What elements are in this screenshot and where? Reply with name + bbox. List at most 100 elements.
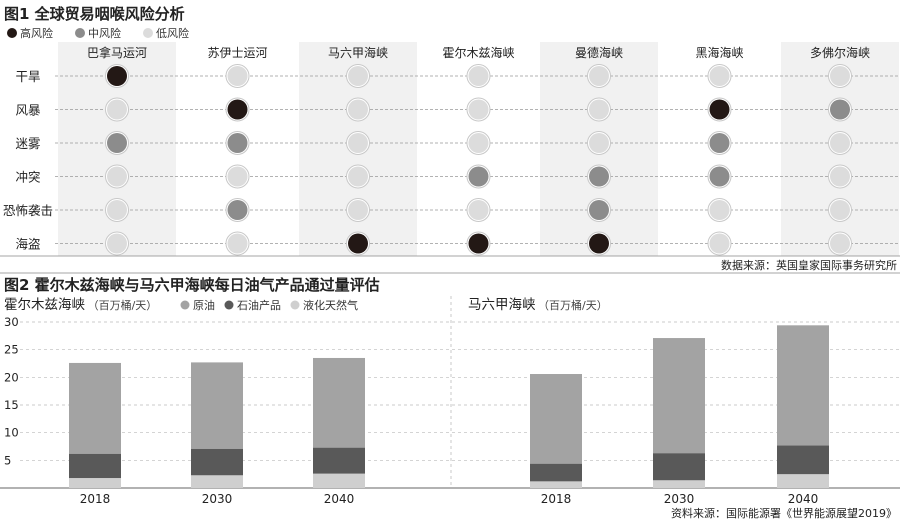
risk-dot-low (348, 133, 368, 153)
bar-segment (777, 474, 829, 488)
risk-dot-high (589, 233, 609, 254)
risk-dot-medium (589, 200, 609, 220)
bar-segment (69, 478, 121, 488)
legend-swatch-low (143, 28, 153, 38)
risk-dot-low (709, 200, 730, 220)
x-tick-label: 2018 (80, 492, 111, 506)
legend-swatch-high (7, 28, 17, 38)
risk-dot-low (709, 66, 730, 86)
bar-segment (191, 475, 243, 488)
legend-label-high: 高风险 (20, 26, 53, 40)
row-label: 风暴 (15, 103, 41, 118)
legend-label-medium: 中风险 (88, 26, 121, 40)
risk-dot-medium (227, 133, 248, 153)
risk-dot-medium (227, 200, 248, 220)
risk-dot-low (107, 99, 127, 120)
legend-swatch-series (224, 300, 234, 310)
column-header: 曼德海峡 (575, 45, 623, 60)
x-tick-label: 2018 (541, 492, 572, 506)
bar-segment (653, 338, 705, 454)
risk-dot-low (830, 66, 850, 86)
panel-title: 马六甲海峡 (468, 297, 536, 313)
bar-segment (777, 325, 829, 446)
x-tick-label: 2030 (664, 492, 695, 506)
column-header: 巴拿马运河 (87, 45, 147, 60)
panel-unit: （百万桶/天） (538, 298, 608, 312)
y-tick-label: 20 (4, 370, 19, 384)
risk-dot-low (227, 166, 248, 187)
risk-dot-low (830, 200, 850, 220)
risk-dot-low (709, 233, 730, 254)
fig1-title: 图1 全球贸易咽喉风险分析 (4, 5, 185, 23)
legend-swatch-medium (75, 28, 85, 38)
row-label: 冲突 (15, 170, 40, 185)
risk-dot-medium (107, 133, 127, 153)
risk-dot-low (107, 233, 127, 254)
risk-dot-high (348, 233, 368, 254)
risk-dot-low (589, 66, 609, 86)
risk-dot-low (468, 133, 489, 153)
legend-label-series: 液化天然气 (303, 298, 358, 312)
row-label: 干旱 (15, 69, 40, 84)
y-tick-label: 5 (4, 453, 11, 467)
legend-label-low: 低风险 (156, 26, 189, 40)
risk-dot-low (348, 99, 368, 120)
y-tick-label: 15 (4, 398, 19, 412)
risk-dot-low (589, 99, 609, 120)
row-label: 迷雾 (15, 136, 41, 151)
x-tick-label: 2040 (324, 492, 355, 506)
y-tick-label: 25 (4, 343, 19, 357)
legend-swatch-series (290, 300, 300, 310)
bar-segment (653, 480, 705, 488)
legend-swatch-series (180, 300, 190, 310)
risk-dot-low (589, 133, 609, 153)
bar-segment (313, 357, 365, 448)
fig2-title: 图2 霍尔木兹海峡与马六甲海峡每日油气产品通过量评估 (4, 276, 380, 294)
column-header: 多佛尔海峡 (810, 45, 870, 60)
bar-segment (530, 374, 582, 464)
risk-dot-high (468, 233, 489, 254)
risk-dot-low (348, 200, 368, 220)
x-tick-label: 2030 (202, 492, 233, 506)
risk-dot-high (709, 99, 730, 120)
risk-dot-low (468, 99, 489, 120)
bar-segment (69, 453, 121, 479)
risk-dot-low (468, 200, 489, 220)
risk-dot-medium (589, 166, 609, 187)
risk-dot-low (348, 66, 368, 86)
x-tick-label: 2040 (788, 492, 819, 506)
risk-dot-low (468, 66, 489, 86)
y-tick-label: 30 (4, 315, 19, 329)
risk-dot-low (227, 66, 248, 86)
risk-dot-low (348, 166, 368, 187)
risk-dot-low (830, 133, 850, 153)
risk-dot-high (107, 66, 127, 86)
panel-unit: （百万桶/天） (88, 298, 158, 312)
column-header: 马六甲海峡 (328, 45, 388, 60)
risk-dot-low (227, 233, 248, 254)
fig1-source: 数据来源：英国皇家国际事务研究所 (721, 258, 897, 272)
column-header: 黑海海峡 (695, 45, 743, 60)
column-header: 霍尔木兹海峡 (442, 45, 514, 60)
risk-dot-high (227, 99, 248, 120)
risk-dot-medium (709, 133, 730, 153)
row-label: 恐怖袭击 (3, 203, 53, 218)
bar-segment (313, 447, 365, 474)
risk-dot-low (107, 166, 127, 187)
bar-segment (313, 473, 365, 488)
risk-dot-low (830, 233, 850, 254)
panel-title: 霍尔木兹海峡 (4, 297, 85, 313)
row-label: 海盗 (15, 237, 40, 252)
y-tick-label: 10 (4, 426, 19, 440)
risk-dot-medium (830, 99, 850, 120)
bar-segment (530, 481, 582, 488)
bar-segment (530, 463, 582, 482)
bar-segment (653, 453, 705, 481)
bar-segment (69, 362, 121, 454)
column-header: 苏伊士运河 (207, 46, 267, 60)
risk-dot-medium (709, 166, 730, 187)
bar-segment (777, 445, 829, 475)
fig2-source: 资料来源：国际能源署《世界能源展望2019》 (671, 506, 897, 520)
